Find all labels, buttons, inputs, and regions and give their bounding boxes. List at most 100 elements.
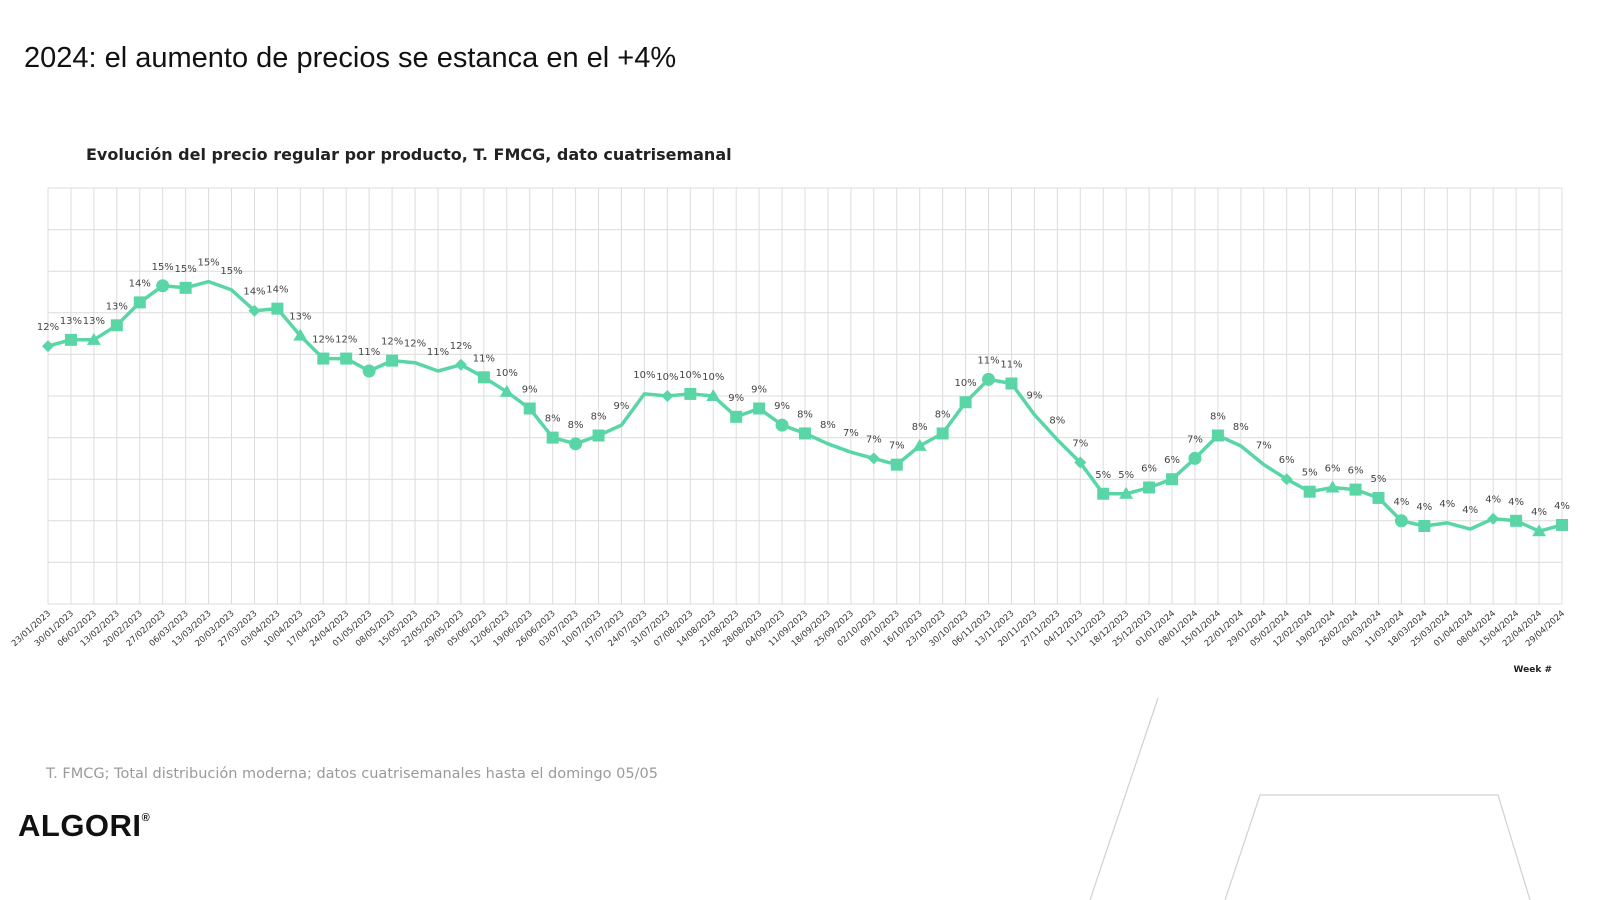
data-label: 4% xyxy=(1554,501,1570,512)
square-marker xyxy=(1510,514,1523,527)
data-label: 8% xyxy=(935,409,951,420)
data-label: 9% xyxy=(774,401,790,412)
data-label: 6% xyxy=(1348,466,1364,477)
data-label: 14% xyxy=(129,278,151,289)
triangle-marker xyxy=(293,328,308,341)
square-marker xyxy=(133,296,146,309)
registered-mark: ® xyxy=(141,812,151,824)
data-label: 9% xyxy=(751,384,767,395)
square-marker xyxy=(477,371,490,384)
triangle-marker xyxy=(499,384,514,397)
triangle-marker xyxy=(912,438,927,451)
data-label: 14% xyxy=(266,285,288,296)
data-label: 7% xyxy=(1256,441,1272,452)
data-label: 13% xyxy=(83,316,105,327)
triangle-marker xyxy=(1119,486,1134,499)
data-label: 10% xyxy=(656,372,678,383)
diamond-marker xyxy=(1074,456,1087,469)
data-label: 4% xyxy=(1393,497,1409,508)
square-marker xyxy=(179,281,192,294)
data-label: 5% xyxy=(1118,470,1134,481)
square-marker xyxy=(1166,473,1179,486)
data-label: 15% xyxy=(197,258,219,269)
data-label: 5% xyxy=(1095,470,1111,481)
diamond-marker xyxy=(867,452,880,465)
data-label: 7% xyxy=(866,434,882,445)
square-marker xyxy=(386,354,399,367)
data-label: 10% xyxy=(496,368,518,379)
square-marker xyxy=(1556,518,1568,531)
data-label: 4% xyxy=(1485,495,1501,506)
data-label: 11% xyxy=(427,347,449,358)
data-label: 8% xyxy=(568,420,584,431)
square-marker xyxy=(317,352,330,365)
square-marker xyxy=(936,427,949,440)
square-marker xyxy=(1211,429,1224,442)
data-label: 5% xyxy=(1302,468,1318,479)
data-label: 12% xyxy=(381,337,403,348)
circle-marker xyxy=(982,372,996,386)
footnote: T. FMCG; Total distribución moderna; dat… xyxy=(46,766,658,782)
square-marker xyxy=(64,333,77,346)
data-label: 10% xyxy=(679,370,701,381)
data-label: 6% xyxy=(1164,455,1180,466)
data-label: 10% xyxy=(702,372,724,383)
data-label: 10% xyxy=(954,378,976,389)
circle-marker xyxy=(775,418,789,432)
data-label: 9% xyxy=(614,401,630,412)
data-label: 6% xyxy=(1325,464,1341,475)
diamond-marker xyxy=(1280,473,1293,486)
data-label: 4% xyxy=(1508,497,1524,508)
decorative-lines xyxy=(1089,697,1531,900)
square-marker xyxy=(753,402,766,415)
data-label: 10% xyxy=(633,370,655,381)
data-label: 13% xyxy=(106,301,128,312)
data-label: 7% xyxy=(843,428,859,439)
data-label: 11% xyxy=(473,353,495,364)
diamond-marker xyxy=(248,304,261,317)
square-marker xyxy=(799,427,811,440)
square-marker xyxy=(1418,520,1431,532)
data-label: 8% xyxy=(591,412,607,423)
data-label: 11% xyxy=(358,347,380,358)
data-label: 8% xyxy=(545,414,561,425)
square-marker xyxy=(271,302,284,315)
data-label: 12% xyxy=(335,335,357,346)
circle-marker xyxy=(156,279,170,293)
x-axis-label: Week # xyxy=(1514,665,1552,675)
data-label: 7% xyxy=(1072,439,1088,450)
diamond-marker xyxy=(661,390,674,402)
diamond-marker xyxy=(454,358,467,371)
square-marker xyxy=(523,402,536,415)
data-label: 12% xyxy=(37,322,59,333)
data-label: 9% xyxy=(1026,391,1042,402)
square-marker xyxy=(959,396,972,409)
data-label: 15% xyxy=(220,266,242,277)
square-marker xyxy=(340,352,353,365)
data-label: 11% xyxy=(977,355,999,366)
data-label: 9% xyxy=(728,393,744,404)
data-label: 7% xyxy=(889,441,905,452)
data-label: 4% xyxy=(1439,499,1455,510)
data-label: 8% xyxy=(820,420,836,431)
square-marker xyxy=(546,431,559,444)
square-marker xyxy=(730,410,743,423)
data-label: 8% xyxy=(1049,416,1065,427)
data-label: 9% xyxy=(522,384,538,395)
diamond-marker xyxy=(42,340,54,353)
square-marker xyxy=(592,429,605,442)
diamond-marker xyxy=(1487,512,1500,525)
data-label: 6% xyxy=(1141,464,1157,475)
data-label: 6% xyxy=(1279,455,1295,466)
data-label: 8% xyxy=(797,409,813,420)
chart-title: Evolución del precio regular por product… xyxy=(86,145,732,164)
data-label: 8% xyxy=(1210,412,1226,423)
data-label: 4% xyxy=(1531,507,1547,518)
data-label: 11% xyxy=(1000,360,1022,371)
data-label: 12% xyxy=(450,341,472,352)
data-label: 15% xyxy=(175,264,197,275)
square-marker xyxy=(110,319,123,332)
data-label: 13% xyxy=(289,312,311,323)
data-label: 14% xyxy=(243,287,265,298)
